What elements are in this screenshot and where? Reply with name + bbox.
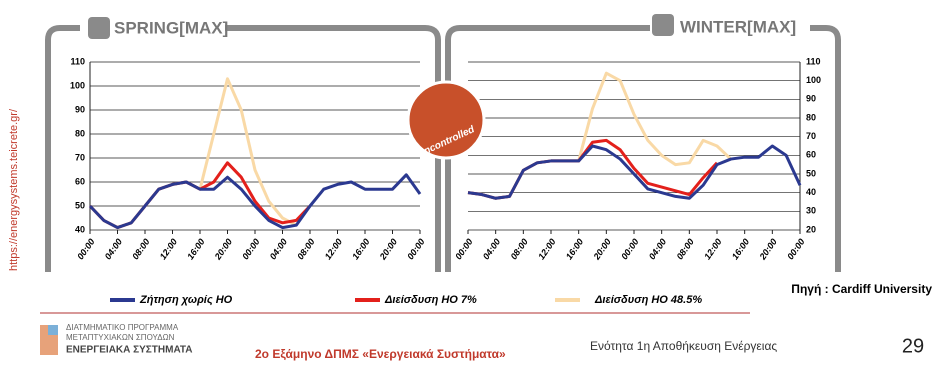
- x-tick-label: 16:00: [564, 237, 585, 262]
- y-tick-label: 60: [806, 150, 816, 160]
- y-tick-label: 40: [806, 187, 816, 197]
- panel-frame: [45, 25, 441, 272]
- y-tick-label: 110: [70, 56, 85, 66]
- x-tick-label: 00:00: [785, 237, 806, 262]
- x-tick-label: 08:00: [295, 237, 316, 262]
- logo: [48, 325, 58, 335]
- spring-icon: [88, 17, 110, 39]
- series-line: [88, 161, 312, 230]
- y-tick-label: 90: [75, 104, 85, 114]
- source: Πηγή : Cardiff University: [791, 282, 932, 296]
- x-tick-label: 20:00: [757, 237, 779, 262]
- y-tick-label: 100: [70, 80, 85, 90]
- winter-icon: [652, 14, 674, 36]
- x-tick-label: 04:00: [103, 237, 124, 262]
- x-tick-label: 16:00: [730, 237, 751, 262]
- chart-title: WINTER[MAX]: [680, 17, 796, 36]
- x-tick-label: 12:00: [702, 237, 723, 262]
- x-tick-label: 00:00: [75, 237, 96, 262]
- series-line: [467, 144, 802, 200]
- y-tick-label: 100: [806, 75, 821, 85]
- series-line: [467, 138, 719, 200]
- x-tick-label: 20:00: [212, 237, 234, 262]
- y-tick-label: 20: [806, 224, 816, 234]
- panel-frame: [445, 25, 841, 272]
- y-tick-label: 50: [75, 200, 85, 210]
- x-tick-label: 08:00: [509, 237, 530, 262]
- x-tick-label: 04:00: [647, 237, 668, 262]
- footer-program: ΜΕΤΑΠΤΥΧΙΑΚΩΝ ΣΠΟΥΔΩΝ: [66, 333, 175, 342]
- y-tick-label: 110: [806, 56, 821, 66]
- legend-label: Διείσδυση HO 48.5%: [594, 294, 702, 306]
- legend-label: Ζήτηση χωρίς HO: [139, 294, 233, 306]
- x-tick-label: 00:00: [405, 237, 426, 262]
- x-tick-label: 12:00: [323, 237, 344, 262]
- x-tick-label: 04:00: [481, 237, 502, 262]
- series-line: [467, 71, 732, 200]
- footer-program: ΔΙΑΤΜΗΜΑΤΙΚΟ ΠΡΟΓΡΑΜΜΑ: [66, 323, 179, 332]
- y-tick-label: 40: [75, 224, 85, 234]
- series-line: [88, 173, 422, 230]
- x-tick-label: 04:00: [268, 237, 289, 262]
- x-tick-label: 16:00: [185, 237, 206, 262]
- x-tick-label: 00:00: [453, 237, 474, 262]
- page-number: 29: [902, 335, 924, 357]
- side-url: https://energysystems.teicrete.gr/: [8, 108, 20, 271]
- x-tick-label: 12:00: [536, 237, 557, 262]
- x-tick-label: 20:00: [377, 237, 399, 262]
- footer-program: ΕΝΕΡΓΕΙΑΚΑ ΣΥΣΤΗΜΑΤΑ: [66, 345, 192, 356]
- chart-title: SPRING[MAX]: [114, 18, 228, 37]
- x-tick-label: 00:00: [240, 237, 261, 262]
- x-tick-label: 08:00: [130, 237, 151, 262]
- y-tick-label: 70: [75, 152, 85, 162]
- y-tick-label: 30: [806, 206, 816, 216]
- footer-semester: 2ο Εξάμηνο ΔΠΜΣ «Ενεργειακά Συστήματα»: [255, 347, 506, 361]
- footer-unit: Ενότητα 1η Αποθήκευση Ενέργειας: [590, 339, 777, 353]
- y-tick-label: 80: [806, 112, 816, 122]
- y-tick-label: 80: [75, 128, 85, 138]
- legend-label: Διείσδυση HO 7%: [384, 294, 477, 306]
- x-tick-label: 12:00: [158, 237, 179, 262]
- x-tick-label: 20:00: [591, 237, 613, 262]
- x-tick-label: 16:00: [350, 237, 371, 262]
- badge: [406, 80, 486, 160]
- x-tick-label: 00:00: [619, 237, 640, 262]
- x-tick-label: 08:00: [675, 237, 696, 262]
- y-tick-label: 50: [806, 168, 816, 178]
- series-line: [88, 77, 297, 230]
- y-tick-label: 70: [806, 131, 816, 141]
- y-tick-label: 90: [806, 94, 816, 104]
- y-tick-label: 60: [75, 176, 85, 186]
